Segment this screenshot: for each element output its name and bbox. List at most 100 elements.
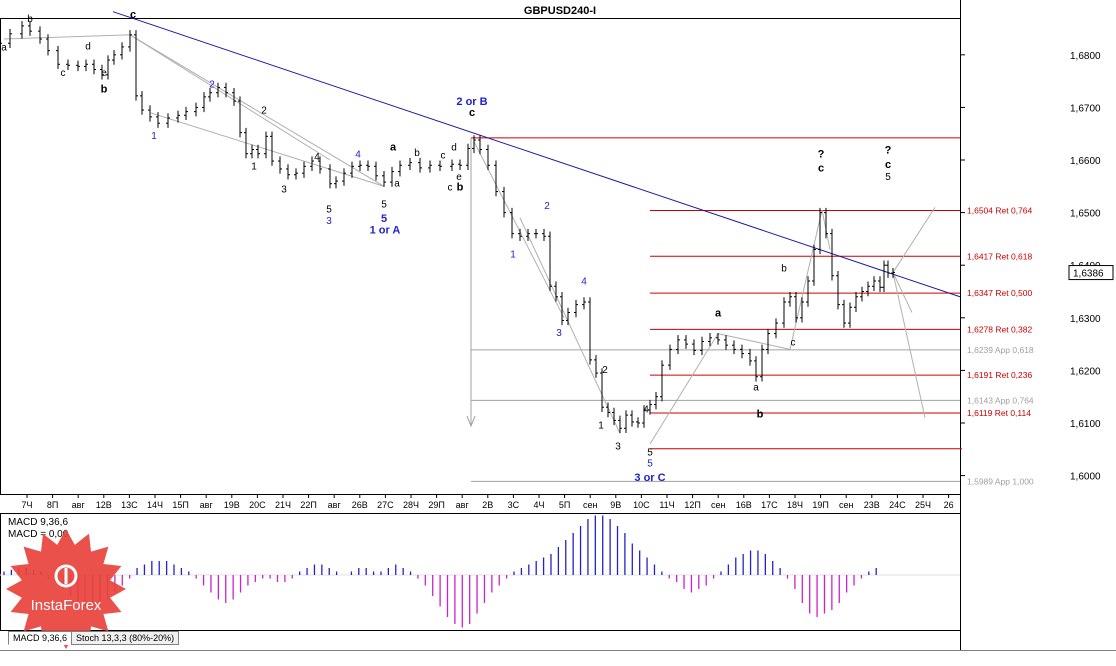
- logo-emblem: [54, 564, 78, 588]
- time-axis-label: авг: [456, 500, 470, 510]
- wave-label: 1: [151, 131, 157, 142]
- indicator-tab-bar: MACD 9,36,6 Stoch 13,3,3 (80%-20%): [8, 631, 180, 645]
- price-axis-label: 1,6500: [1070, 209, 1101, 220]
- time-axis-label: 22П: [300, 500, 316, 510]
- instaforex-logo: InstaForex: [6, 529, 126, 649]
- tab-macd[interactable]: MACD 9,36,6: [8, 631, 73, 645]
- time-axis-label: 20С: [249, 500, 266, 510]
- price-axis-label: 1,6700: [1070, 103, 1101, 114]
- wave-label: 2: [209, 79, 215, 90]
- time-axis-label: 12П: [684, 500, 700, 510]
- time-axis-label: сен: [583, 500, 598, 510]
- wave-label: 5: [885, 172, 891, 183]
- fib-label: 1,6239 App 0,618: [967, 345, 1034, 355]
- time-axis-label: авг: [328, 500, 342, 510]
- wave-label: b: [27, 14, 33, 25]
- wave-label: 5: [647, 459, 653, 470]
- wave-label: a: [715, 308, 722, 320]
- wave-label: 4: [643, 404, 649, 415]
- fib-label: 1,6119 Ret 0,114: [967, 408, 1031, 418]
- wave-label: c: [885, 159, 891, 171]
- time-axis-label: 2В: [482, 500, 493, 510]
- wave-helper-line: [892, 272, 926, 418]
- price-axis-label: 1,6200: [1070, 366, 1101, 377]
- wave-label: b: [414, 148, 420, 159]
- wave-label: 1: [251, 161, 257, 172]
- fib-label: 1,6417 Ret 0,618: [967, 251, 1032, 261]
- wave-label: c: [818, 163, 824, 175]
- wave-helper-line: [3, 34, 131, 40]
- time-axis-label: 8П: [47, 500, 58, 510]
- wave-label: d: [85, 42, 91, 53]
- wave-label: c: [61, 68, 66, 79]
- current-price-box: [1068, 265, 1114, 281]
- time-axis-label: 29П: [428, 500, 444, 510]
- wave-label: e: [456, 172, 462, 183]
- wave-label: a: [390, 142, 397, 154]
- wave-label: 5: [381, 213, 387, 225]
- time-axis-label: 16В: [736, 500, 752, 510]
- wave-label: 3 or C: [634, 472, 665, 484]
- time-axis-label: сен: [839, 500, 854, 510]
- wave-helper-line: [129, 34, 385, 187]
- wave-label: c: [791, 338, 796, 349]
- time-axis-label: 15П: [172, 500, 188, 510]
- time-axis-label: сен: [711, 500, 726, 510]
- wave-label: b: [781, 264, 787, 275]
- time-axis-label: 18Ч: [787, 500, 803, 510]
- fib-label: 1,6191 Ret 0,236: [967, 370, 1032, 380]
- wave-helper-line: [892, 207, 936, 273]
- time-axis-label: 19П: [812, 500, 828, 510]
- time-axis-label: 11Ч: [659, 500, 674, 510]
- time-axis-label: авг: [200, 500, 214, 510]
- wave-helper-line: [649, 333, 719, 445]
- time-axis-label: 28Ч: [403, 500, 419, 510]
- time-axis-label: 3С: [508, 500, 520, 510]
- price-axis-label: 1,6800: [1070, 51, 1101, 62]
- time-axis-label: 21Ч: [275, 500, 291, 510]
- wave-label: 3: [326, 216, 332, 227]
- wave-label: a: [753, 382, 759, 393]
- wave-label: c: [441, 150, 446, 161]
- time-axis-label: 13С: [121, 500, 138, 510]
- time-axis-label: 14Ч: [147, 500, 163, 510]
- chart-title: GBPUSD240-I: [524, 5, 596, 17]
- wave-helper-line: [519, 217, 621, 434]
- wave-label: 1 or A: [370, 225, 401, 237]
- wave-label: 2: [602, 365, 608, 376]
- time-axis-label: 26: [944, 500, 954, 510]
- fib-label: 1,6143 App 0,764: [967, 395, 1034, 405]
- macd-name-label: MACD 9,36,6: [8, 517, 68, 528]
- fib-label: 1,5989 App 1,000: [967, 476, 1034, 486]
- time-axis-label: 12В: [96, 500, 112, 510]
- wave-label: ?: [818, 148, 825, 160]
- wave-label: d: [451, 143, 457, 154]
- wave-label: 1: [598, 420, 604, 431]
- wave-label: 2 or B: [456, 96, 487, 108]
- wave-label: 2: [261, 106, 267, 117]
- wave-label: b: [757, 409, 764, 421]
- wave-helper-line: [149, 112, 385, 187]
- time-axis-label: 25Ч: [915, 500, 931, 510]
- time-axis-label: 7Ч: [21, 500, 32, 510]
- wave-label: 4: [355, 149, 361, 160]
- wave-label: 1: [510, 249, 516, 260]
- time-axis-label: 23В: [864, 500, 880, 510]
- time-axis-label: 26В: [352, 500, 368, 510]
- wave-label: a: [394, 178, 400, 189]
- tab-stoch[interactable]: Stoch 13,3,3 (80%-20%): [71, 631, 180, 645]
- fib-arrow-head: [466, 415, 476, 428]
- fib-label: 1,6278 Ret 0,382: [967, 324, 1032, 334]
- time-axis-label: 9В: [610, 500, 621, 510]
- price-axis-label: 1,6600: [1070, 156, 1101, 167]
- wave-helper-line: [789, 209, 823, 350]
- current-price-label: 1,6386: [1073, 269, 1104, 280]
- wave-label: e: [101, 68, 107, 79]
- time-axis-label: 4Ч: [533, 500, 544, 510]
- wave-label: 3: [556, 328, 562, 339]
- wave-label: c: [130, 9, 136, 21]
- wave-label: ?: [885, 145, 892, 157]
- wave-helper-line: [892, 272, 913, 313]
